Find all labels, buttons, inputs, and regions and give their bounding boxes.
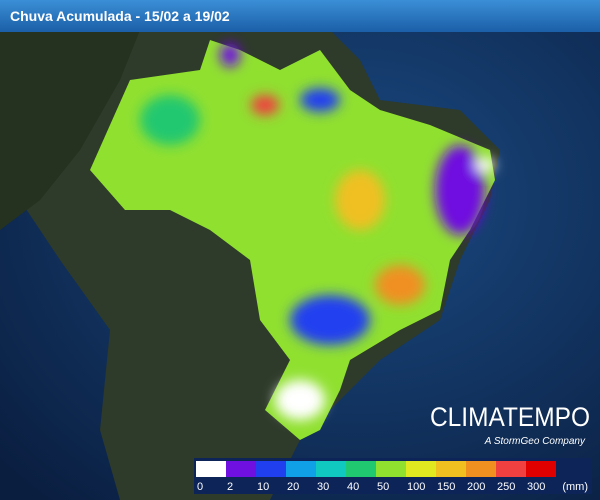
rain-blob xyxy=(335,170,385,230)
legend-swatch xyxy=(466,461,496,477)
legend-label: 10 xyxy=(257,481,269,493)
andes xyxy=(0,30,140,230)
legend-swatch xyxy=(286,461,316,477)
rain-blob xyxy=(475,158,495,172)
legend-unit: (mm) xyxy=(562,481,588,493)
legend-swatch xyxy=(346,461,376,477)
brand-name: CLIMATEMPO xyxy=(430,402,590,432)
legend-swatch xyxy=(196,461,226,477)
rain-blob xyxy=(220,43,240,67)
legend-label: 0 xyxy=(197,481,203,493)
rain-blob xyxy=(275,380,325,420)
legend-label: 30 xyxy=(317,481,329,493)
title-bar xyxy=(0,0,600,32)
legend-label: 2 xyxy=(227,481,233,493)
rain-field xyxy=(90,40,495,440)
legend-label: 50 xyxy=(377,481,389,493)
legend-swatch xyxy=(376,461,406,477)
legend-swatch xyxy=(526,461,556,477)
legend-swatch xyxy=(256,461,286,477)
rain-blob xyxy=(140,95,200,145)
legend-label: 100 xyxy=(407,481,425,493)
legend-label: 250 xyxy=(497,481,515,493)
title: Chuva Acumulada - 15/02 a 19/02 xyxy=(10,8,230,24)
legend-label: 150 xyxy=(437,481,455,493)
rain-blob xyxy=(300,88,340,112)
brand-tagline: A StormGeo Company xyxy=(484,436,586,447)
brazil-rain xyxy=(90,40,495,440)
rain-blob xyxy=(435,145,485,235)
legend-swatch xyxy=(226,461,256,477)
rain-blob xyxy=(290,295,370,345)
legend-label: 40 xyxy=(347,481,359,493)
legend-label: 200 xyxy=(467,481,485,493)
legend-swatch xyxy=(316,461,346,477)
legend-swatch xyxy=(406,461,436,477)
legend-label: 20 xyxy=(287,481,299,493)
rain-blob xyxy=(251,95,279,115)
legend-swatch xyxy=(496,461,526,477)
rain-blob xyxy=(375,265,425,305)
legend-label: 300 xyxy=(527,481,545,493)
legend-swatch xyxy=(436,461,466,477)
